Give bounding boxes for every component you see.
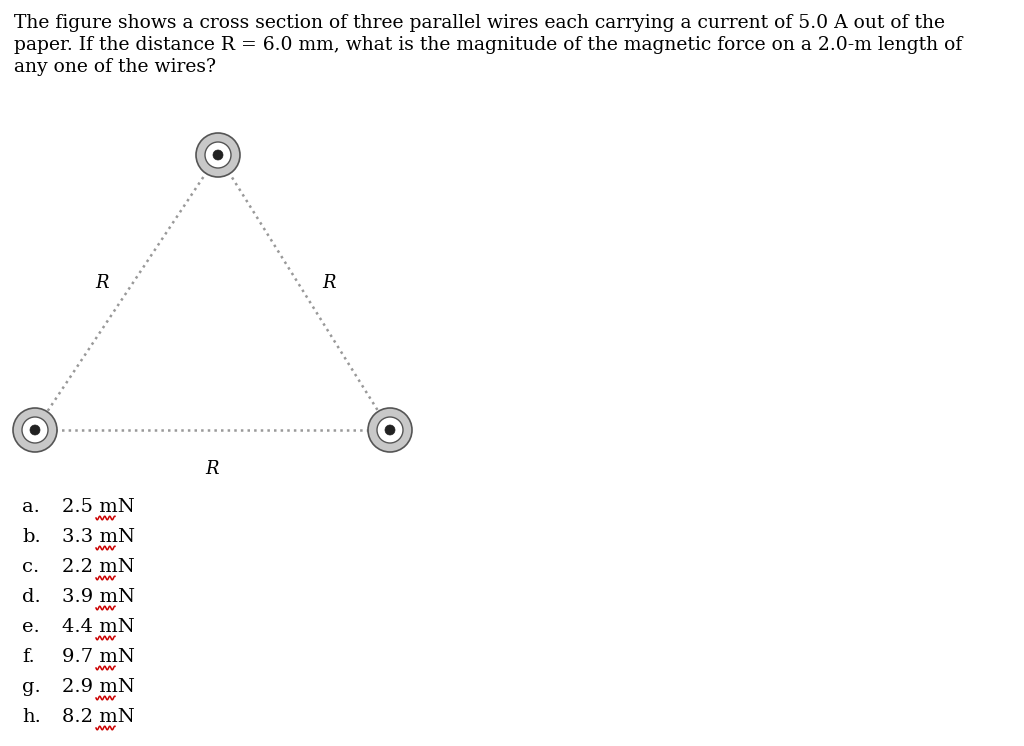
Text: h.: h.: [22, 708, 41, 726]
Circle shape: [22, 417, 48, 443]
Text: 3.3 mN: 3.3 mN: [62, 528, 135, 546]
Text: The figure shows a cross section of three parallel wires each carrying a current: The figure shows a cross section of thre…: [14, 14, 945, 32]
Circle shape: [13, 408, 57, 452]
Text: b.: b.: [22, 528, 41, 546]
Text: f.: f.: [22, 648, 35, 666]
Text: g.: g.: [22, 678, 41, 696]
Text: 3.9 mN: 3.9 mN: [62, 588, 135, 606]
Circle shape: [377, 417, 403, 443]
Circle shape: [30, 425, 40, 435]
Text: R: R: [95, 274, 109, 292]
Text: paper. If the distance R = 6.0 mm, what is the magnitude of the magnetic force o: paper. If the distance R = 6.0 mm, what …: [14, 36, 963, 54]
Text: 9.7 mN: 9.7 mN: [62, 648, 135, 666]
Circle shape: [196, 133, 240, 177]
Text: 2.5 mN: 2.5 mN: [62, 498, 135, 516]
Text: any one of the wires?: any one of the wires?: [14, 58, 216, 76]
Text: R: R: [322, 274, 336, 292]
Circle shape: [205, 142, 231, 168]
Text: 4.4 mN: 4.4 mN: [62, 618, 135, 636]
Text: d.: d.: [22, 588, 41, 606]
Text: R: R: [206, 460, 219, 478]
Circle shape: [385, 425, 395, 435]
Text: 2.2 mN: 2.2 mN: [62, 558, 135, 576]
Text: 8.2 mN: 8.2 mN: [62, 708, 135, 726]
Text: e.: e.: [22, 618, 40, 636]
Text: c.: c.: [22, 558, 39, 576]
Circle shape: [368, 408, 412, 452]
Text: 2.9 mN: 2.9 mN: [62, 678, 135, 696]
Circle shape: [213, 150, 223, 160]
Text: a.: a.: [22, 498, 40, 516]
